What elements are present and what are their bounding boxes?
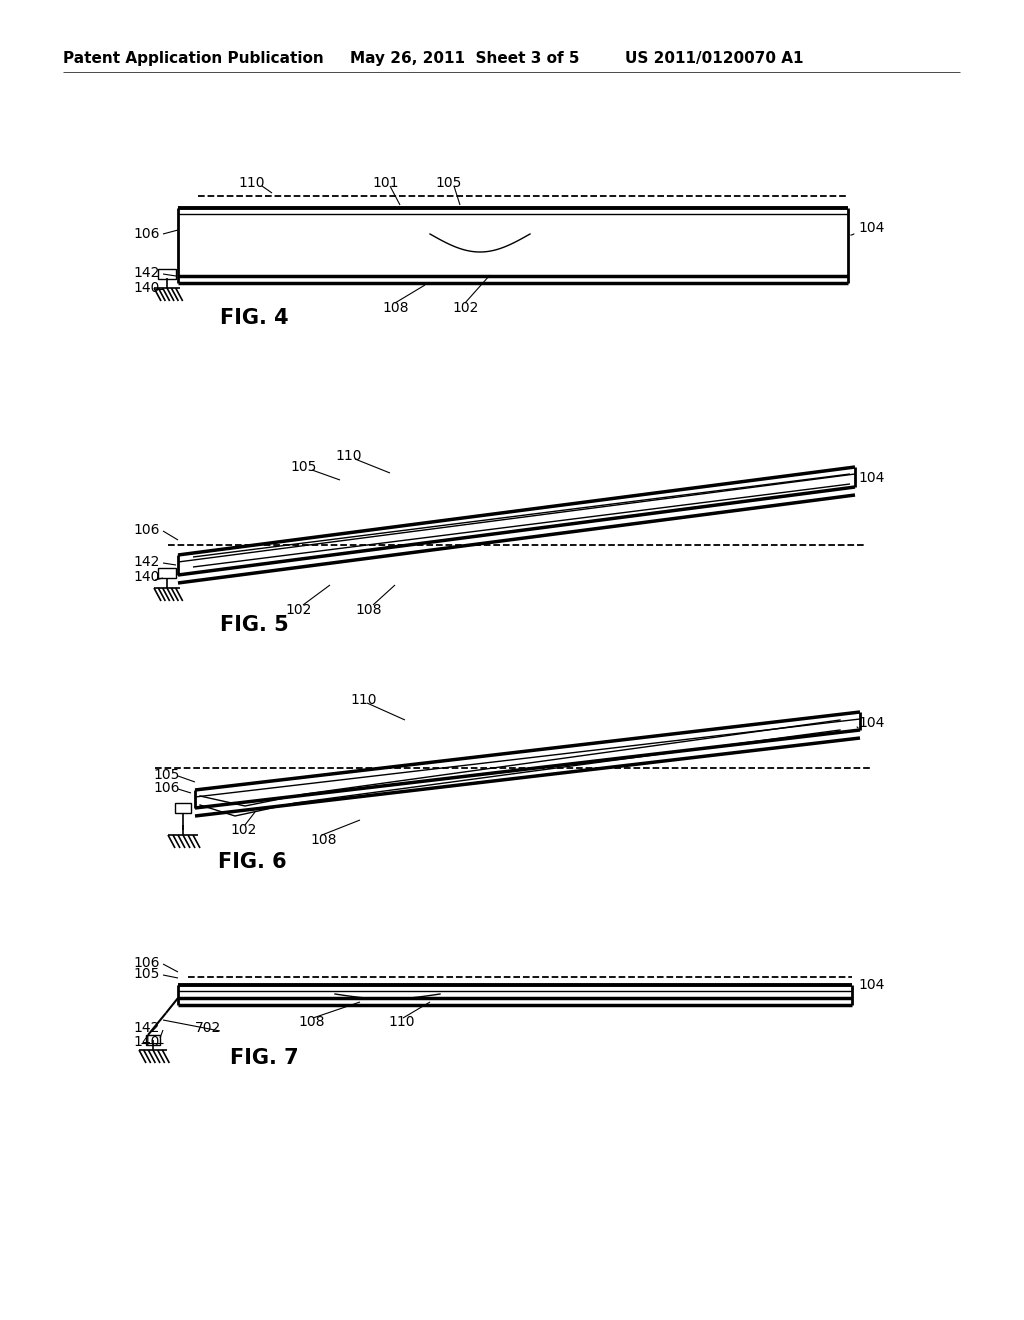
Text: 101: 101 bbox=[372, 176, 398, 190]
Bar bbox=[175, 803, 191, 813]
Text: 102: 102 bbox=[230, 822, 256, 837]
Text: 106: 106 bbox=[133, 956, 160, 970]
Text: FIG. 7: FIG. 7 bbox=[230, 1048, 299, 1068]
Text: 142: 142 bbox=[133, 1020, 160, 1035]
Text: 106: 106 bbox=[153, 781, 179, 795]
Bar bbox=[146, 1035, 160, 1045]
Text: US 2011/0120070 A1: US 2011/0120070 A1 bbox=[625, 50, 804, 66]
Text: FIG. 5: FIG. 5 bbox=[220, 615, 289, 635]
Text: 108: 108 bbox=[310, 833, 337, 847]
Text: 142: 142 bbox=[133, 554, 160, 569]
Text: 702: 702 bbox=[195, 1020, 221, 1035]
Text: Patent Application Publication: Patent Application Publication bbox=[63, 50, 324, 66]
Bar bbox=[158, 269, 176, 279]
Text: FIG. 4: FIG. 4 bbox=[220, 308, 289, 327]
Text: 104: 104 bbox=[858, 978, 885, 993]
Text: 104: 104 bbox=[858, 715, 885, 730]
Text: 104: 104 bbox=[858, 220, 885, 235]
Bar bbox=[158, 568, 176, 578]
Text: 110: 110 bbox=[335, 449, 361, 463]
Text: 140: 140 bbox=[133, 281, 160, 294]
Text: 102: 102 bbox=[452, 301, 478, 315]
Text: 105: 105 bbox=[133, 968, 160, 981]
Text: 102: 102 bbox=[285, 603, 311, 616]
Text: 105: 105 bbox=[290, 459, 316, 474]
Text: 140: 140 bbox=[133, 1035, 160, 1049]
Text: 106: 106 bbox=[133, 523, 160, 537]
Text: 110: 110 bbox=[238, 176, 264, 190]
Text: May 26, 2011  Sheet 3 of 5: May 26, 2011 Sheet 3 of 5 bbox=[350, 50, 580, 66]
Text: 105: 105 bbox=[435, 176, 462, 190]
Text: FIG. 6: FIG. 6 bbox=[218, 851, 287, 873]
Text: 108: 108 bbox=[355, 603, 382, 616]
Text: 105: 105 bbox=[153, 768, 179, 781]
Text: 106: 106 bbox=[133, 227, 160, 242]
Text: 142: 142 bbox=[133, 267, 160, 280]
Text: 104: 104 bbox=[858, 471, 885, 484]
Text: 110: 110 bbox=[388, 1015, 415, 1030]
Text: 140: 140 bbox=[133, 570, 160, 583]
Text: 108: 108 bbox=[382, 301, 409, 315]
Text: 108: 108 bbox=[298, 1015, 325, 1030]
Text: 110: 110 bbox=[350, 693, 377, 708]
